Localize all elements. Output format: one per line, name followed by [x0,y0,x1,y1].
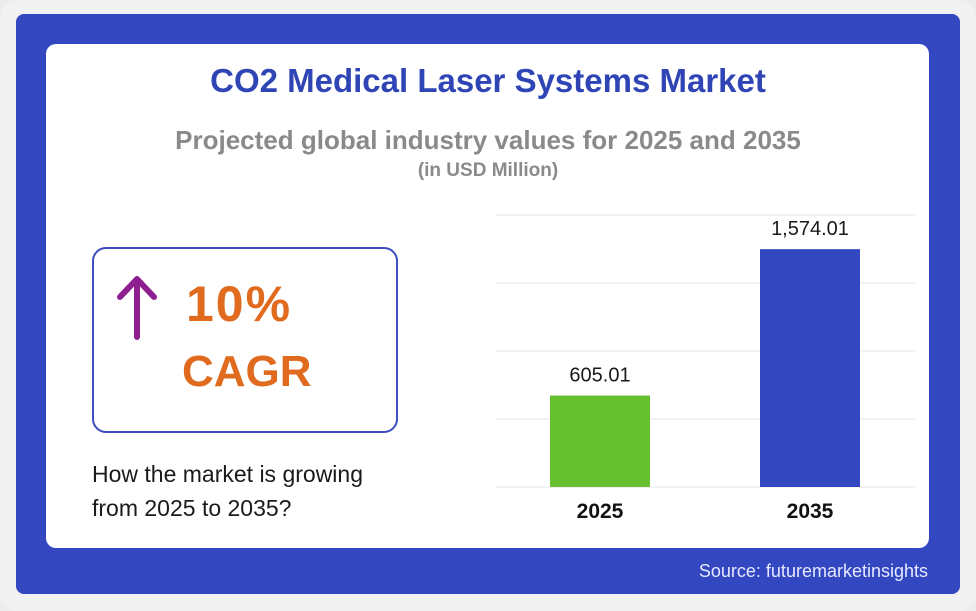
source-credit: Source: futuremarketinsights [698,561,928,581]
cagr-box: 10% CAGR [92,247,398,433]
chart-title: CO2 Medical Laser Systems Market [210,62,766,99]
question-line-2: from 2025 to 2035? [92,495,292,521]
data-label-2025: 605.01 [569,365,630,387]
arrow-up-icon [117,276,157,340]
unit-label: (in USD Million) [417,160,559,181]
data-label-2035: 1,574.01 [771,218,849,240]
question-line-1: How the market is growing [92,461,363,487]
bar-2035 [760,249,860,487]
cagr-label: CAGR [182,347,312,396]
tick-label-2025: 2025 [577,500,624,523]
chart-subtitle: Projected global industry values for 202… [175,125,801,155]
growth-question: How the market is growing from 2025 to 2… [92,457,432,525]
tick-label-2035: 2035 [787,500,834,523]
bar-chart: 605.01 2025 1,574.01 2035 [495,214,915,523]
bar-2025 [550,395,650,487]
cagr-value: 10% [186,276,293,332]
